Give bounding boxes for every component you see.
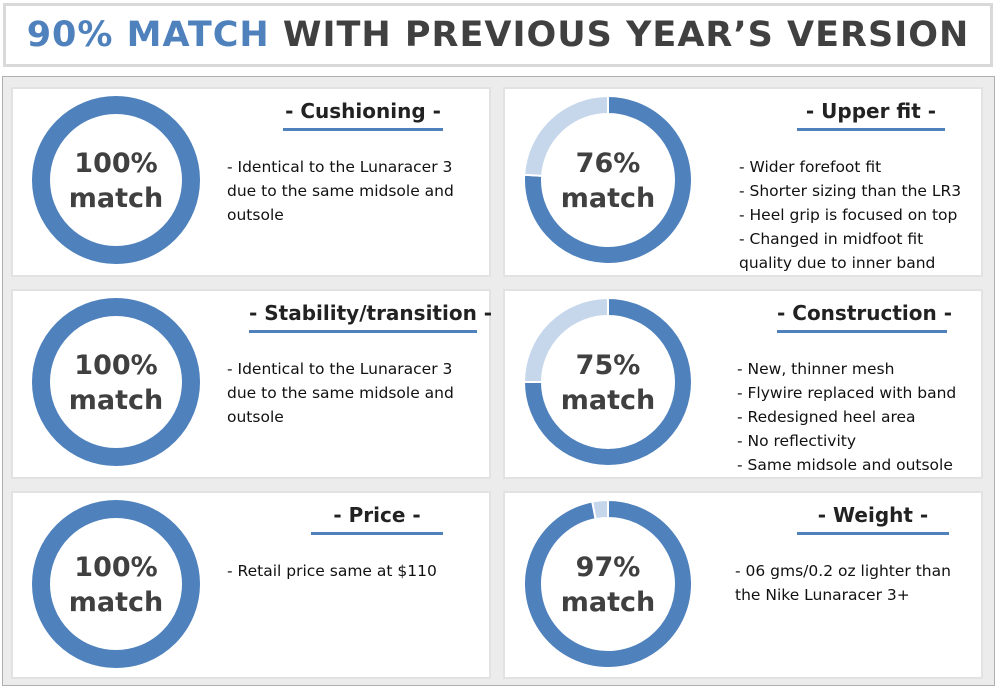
bullet-item: - Flywire replaced with band xyxy=(737,384,957,402)
bullet-item: - 06 gms/0.2 oz lighter than the Nike Lu… xyxy=(735,562,951,604)
ring-match-segment xyxy=(523,95,693,265)
ring-label-weight: 97% match xyxy=(523,499,693,669)
bullets-weight: - 06 gms/0.2 oz lighter than the Nike Lu… xyxy=(735,559,951,607)
ring-remainder-segment xyxy=(523,95,609,177)
ring-percent: 100% xyxy=(74,350,158,381)
ring-match-segment xyxy=(523,297,693,467)
card-price: 100% match - Price - - Retail price same… xyxy=(11,491,491,679)
ring-label-construction: 75% match xyxy=(523,297,693,467)
bullet-item: - Same midsole and outsole xyxy=(737,456,953,474)
ring-chart-upper-fit xyxy=(523,95,693,265)
cards-frame: 100% match - Cushioning - - Identical to… xyxy=(2,76,995,686)
bullet-item: - Wider forefoot fit xyxy=(739,158,882,176)
card-title-price: - Price - xyxy=(311,503,443,535)
ring-word: match xyxy=(560,587,656,618)
ring-chart-construction xyxy=(523,297,693,467)
ring-label-price: 100% match xyxy=(31,499,201,669)
bullet-item: - Changed in midfoot fit quality due to … xyxy=(739,230,936,272)
bullet-item: - Identical to the Lunaracer 3 due to th… xyxy=(227,360,454,426)
ring-remainder-segment xyxy=(591,499,609,521)
bullet-item: - New, thinner mesh xyxy=(737,360,895,378)
ring-percent: 100% xyxy=(74,148,158,179)
ring-label-upper-fit: 76% match xyxy=(523,95,693,265)
ring-price: 100% match xyxy=(31,499,201,669)
title-underline xyxy=(797,128,945,131)
ring-chart-weight xyxy=(523,499,693,669)
ring-word: match xyxy=(68,587,164,618)
ring-label-stability: 100% match xyxy=(31,297,201,467)
title-underline xyxy=(249,330,477,333)
card-construction: 75% match - Construction - - New, thinne… xyxy=(503,289,983,479)
header-accent: 90% MATCH xyxy=(26,15,270,55)
card-upper-fit: 76% match - Upper fit - - Wider forefoot… xyxy=(503,87,983,277)
bullets-price: - Retail price same at $110 xyxy=(227,559,437,583)
ring-match-segment xyxy=(32,298,200,466)
bullet-item: - Identical to the Lunaracer 3 due to th… xyxy=(227,158,454,224)
card-stability: 100% match - Stability/transition - - Id… xyxy=(11,289,492,479)
ring-construction: 75% match xyxy=(523,297,693,467)
card-title-stability: - Stability/transition - xyxy=(249,301,492,333)
ring-match-segment xyxy=(523,499,693,669)
title-underline xyxy=(283,128,443,131)
card-cushioning: 100% match - Cushioning - - Identical to… xyxy=(11,87,491,277)
ring-word: match xyxy=(68,183,164,214)
ring-label-cushioning: 100% match xyxy=(31,95,201,265)
ring-chart-price xyxy=(32,500,200,668)
bullet-item: - Shorter sizing than the LR3 xyxy=(739,182,962,200)
infographic-header: 90% MATCH WITH PREVIOUS YEAR’S VERSION xyxy=(3,3,993,67)
ring-chart-stability xyxy=(32,298,200,466)
ring-stability: 100% match xyxy=(31,297,201,467)
title-underline xyxy=(311,532,443,535)
ring-percent: 75% xyxy=(575,350,641,381)
ring-word: match xyxy=(560,183,656,214)
ring-upper-fit: 76% match xyxy=(523,95,693,265)
ring-percent: 76% xyxy=(575,148,641,179)
ring-word: match xyxy=(560,385,656,416)
card-title-construction: - Construction - xyxy=(777,301,952,333)
title-underline xyxy=(797,532,949,535)
bullet-item: - Redesigned heel area xyxy=(737,408,916,426)
card-title-cushioning: - Cushioning - xyxy=(283,99,443,131)
bullet-item: - Heel grip is focused on top xyxy=(739,206,958,224)
bullets-construction: - New, thinner mesh - Flywire replaced w… xyxy=(737,357,956,477)
ring-percent: 100% xyxy=(74,552,158,583)
card-title-upper-fit: - Upper fit - xyxy=(797,99,945,131)
ring-word: match xyxy=(68,385,164,416)
ring-match-segment xyxy=(32,500,200,668)
card-weight: 97% match - Weight - - 06 gms/0.2 oz lig… xyxy=(503,491,983,679)
bullet-item: - No reflectivity xyxy=(737,432,857,450)
title-underline xyxy=(777,330,947,333)
ring-match-segment xyxy=(32,96,200,264)
header-rest: WITH PREVIOUS YEAR’S VERSION xyxy=(282,15,970,55)
ring-weight: 97% match xyxy=(523,499,693,669)
ring-remainder-segment xyxy=(523,297,609,383)
ring-cushioning: 100% match xyxy=(31,95,201,265)
bullets-stability: - Identical to the Lunaracer 3 due to th… xyxy=(227,357,454,429)
ring-percent: 97% xyxy=(575,552,641,583)
bullet-item: - Retail price same at $110 xyxy=(227,562,437,580)
bullets-upper-fit: - Wider forefoot fit - Shorter sizing th… xyxy=(739,155,961,275)
card-title-weight: - Weight - xyxy=(797,503,949,535)
ring-chart-cushioning xyxy=(32,96,200,264)
bullets-cushioning: - Identical to the Lunaracer 3 due to th… xyxy=(227,155,454,227)
